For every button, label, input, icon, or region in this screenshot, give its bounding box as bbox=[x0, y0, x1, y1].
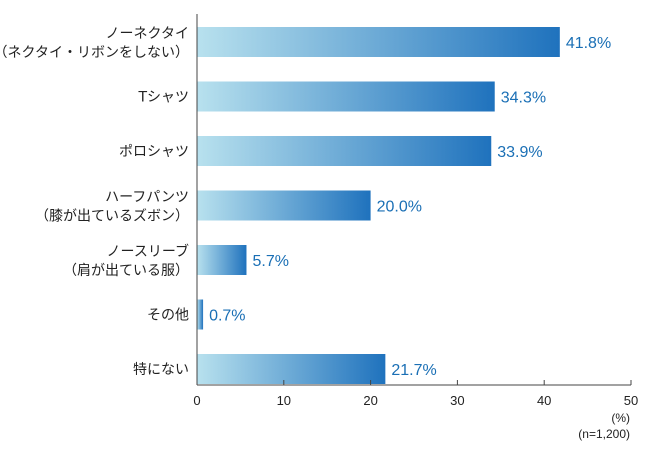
bar-value-label: 34.3% bbox=[501, 90, 546, 107]
bar bbox=[197, 190, 371, 221]
x-tick-label: 40 bbox=[537, 393, 551, 408]
category-label: Tシャツ bbox=[137, 90, 189, 106]
bars-group: 41.8% 34.3% 33.9% 20.0% 5.7% 0.7% 21.7% bbox=[197, 27, 611, 384]
x-tick-label: 10 bbox=[277, 393, 291, 408]
bar-value-label: 20.0% bbox=[377, 199, 422, 216]
bar bbox=[197, 299, 204, 330]
bar bbox=[197, 245, 247, 275]
category-label: ハーフパンツ bbox=[105, 190, 189, 206]
bar-value-label: 41.8% bbox=[566, 35, 611, 52]
bar bbox=[197, 136, 492, 166]
x-tick-label: 30 bbox=[450, 393, 464, 408]
bar bbox=[197, 27, 560, 57]
bar bbox=[197, 354, 386, 384]
category-label: その他 bbox=[147, 308, 189, 324]
sample-size-note: (n=1,200) bbox=[578, 427, 630, 441]
category-label: ノースリーブ bbox=[107, 243, 189, 260]
x-axis: 0 10 20 30 40 50 bbox=[193, 14, 638, 408]
category-label: ポロシャツ bbox=[119, 144, 189, 160]
x-tick-label: 50 bbox=[624, 393, 638, 408]
bar bbox=[197, 81, 495, 112]
bar-value-label: 33.9% bbox=[497, 144, 542, 161]
bar-value-label: 21.7% bbox=[391, 362, 436, 379]
category-label: 特にない bbox=[133, 362, 189, 378]
x-tick-label: 20 bbox=[363, 393, 377, 408]
category-label: ノーネクタイ bbox=[106, 26, 189, 42]
bar-value-label: 0.7% bbox=[209, 308, 245, 325]
unit-label: (%) bbox=[611, 411, 630, 425]
category-label: （膝が出ているズボン） bbox=[35, 209, 189, 225]
x-tick-label: 0 bbox=[193, 393, 200, 408]
category-label: （肩が出ている服） bbox=[63, 263, 189, 279]
category-label: （ネクタイ・リボンをしない） bbox=[0, 45, 189, 61]
bar-value-label: 5.7% bbox=[252, 253, 288, 270]
